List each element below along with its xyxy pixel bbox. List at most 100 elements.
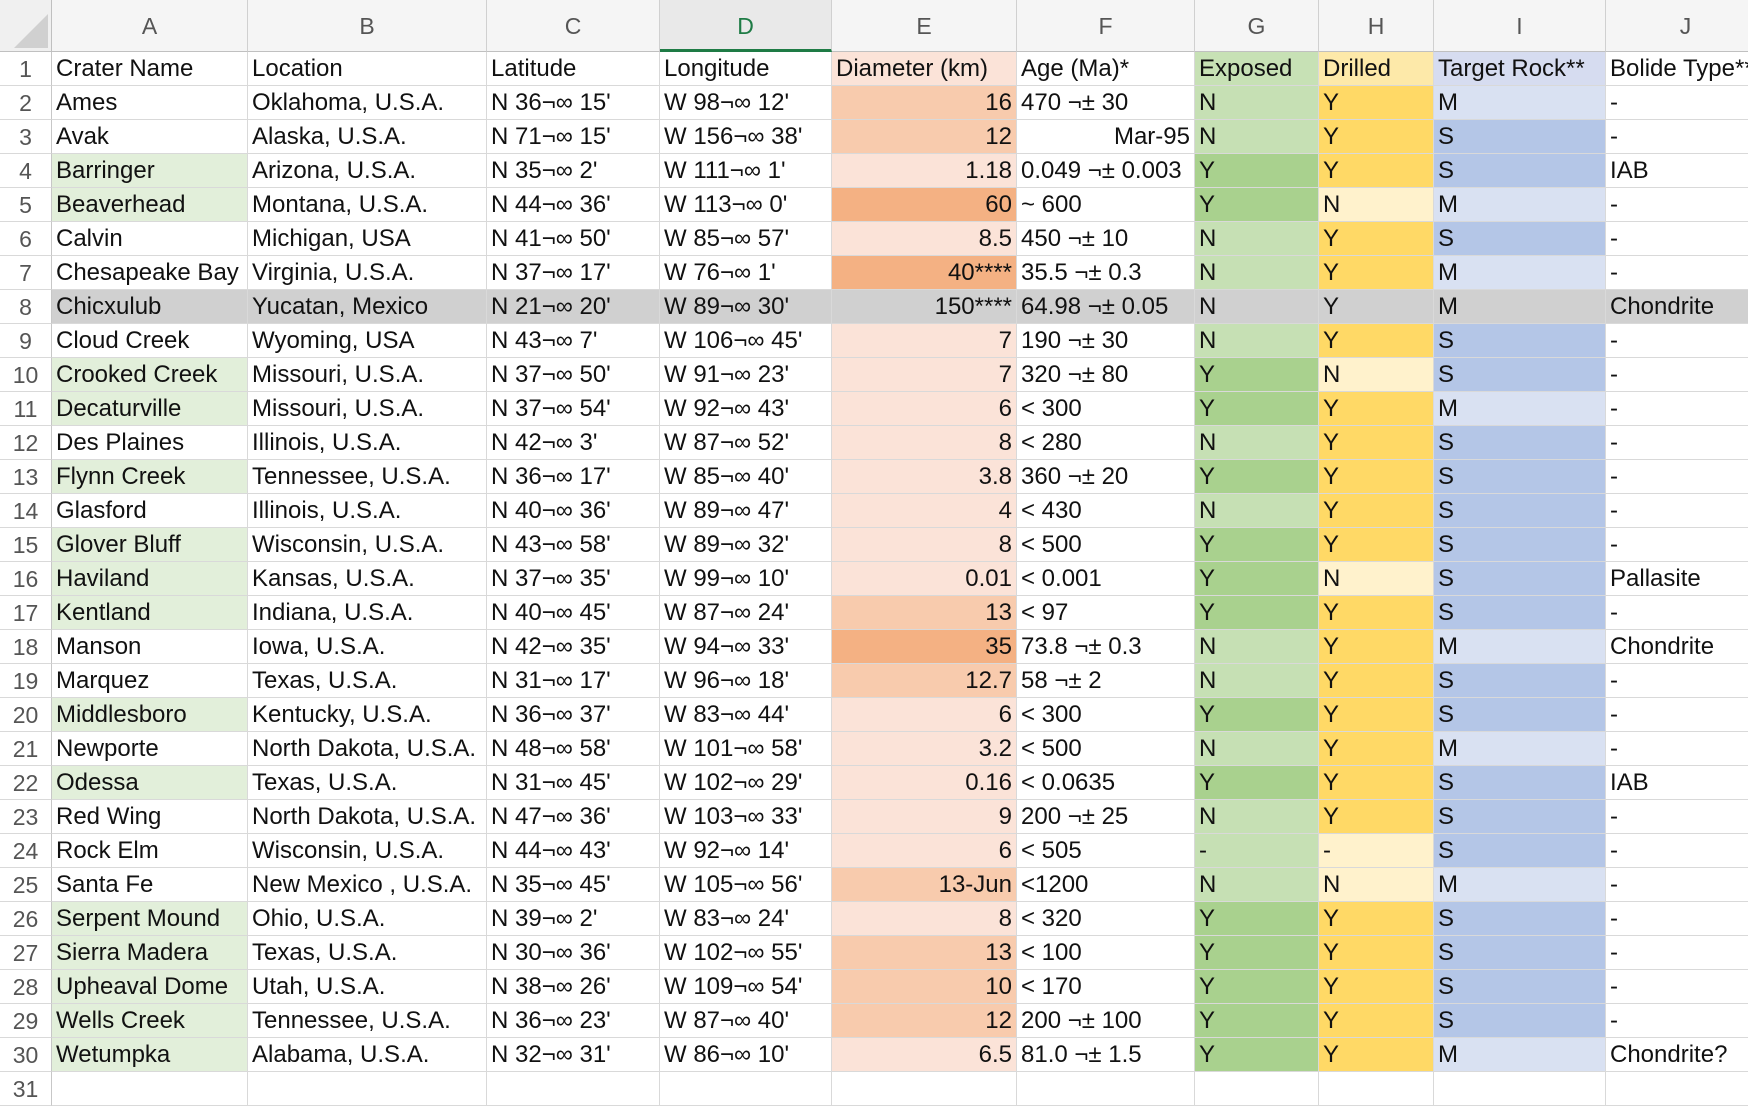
cell-latitude[interactable]: N 44¬∞ 43' (487, 834, 660, 868)
cell-drilled[interactable]: Y (1319, 86, 1434, 120)
cell-bolide-type[interactable]: - (1606, 970, 1748, 1004)
cell-age[interactable]: Age (Ma)* (1017, 52, 1195, 86)
row-number-21[interactable]: 21 (0, 732, 52, 766)
cell-latitude[interactable]: N 35¬∞ 2' (487, 154, 660, 188)
cell-location[interactable]: Arizona, U.S.A. (248, 154, 487, 188)
cell-crater-name[interactable]: Santa Fe (52, 868, 248, 902)
cell-drilled[interactable]: N (1319, 358, 1434, 392)
cell-exposed[interactable]: Y (1195, 970, 1319, 1004)
cell-target-rock[interactable]: S (1434, 834, 1606, 868)
cell-target-rock[interactable]: S (1434, 154, 1606, 188)
cell-drilled[interactable]: Y (1319, 324, 1434, 358)
cell-target-rock[interactable]: S (1434, 324, 1606, 358)
cell-longitude[interactable]: W 89¬∞ 32' (660, 528, 832, 562)
cell-target-rock[interactable]: M (1434, 256, 1606, 290)
row-number-24[interactable]: 24 (0, 834, 52, 868)
cell-empty[interactable] (1606, 1072, 1748, 1106)
cell-empty[interactable] (660, 1072, 832, 1106)
cell-longitude[interactable]: W 89¬∞ 47' (660, 494, 832, 528)
cell-latitude[interactable]: N 30¬∞ 36' (487, 936, 660, 970)
cell-diameter[interactable]: 12 (832, 1004, 1017, 1038)
cell-target-rock[interactable]: S (1434, 562, 1606, 596)
cell-bolide-type[interactable]: - (1606, 596, 1748, 630)
cell-crater-name[interactable]: Red Wing (52, 800, 248, 834)
cell-target-rock[interactable]: M (1434, 86, 1606, 120)
cell-crater-name[interactable]: Marquez (52, 664, 248, 698)
cell-latitude[interactable]: N 41¬∞ 50' (487, 222, 660, 256)
cell-exposed[interactable]: N (1195, 732, 1319, 766)
cell-age[interactable]: Mar-95 (1017, 120, 1195, 154)
cell-longitude[interactable]: W 92¬∞ 14' (660, 834, 832, 868)
cell-drilled[interactable]: Drilled (1319, 52, 1434, 86)
cell-crater-name[interactable]: Des Plaines (52, 426, 248, 460)
cell-location[interactable]: Missouri, U.S.A. (248, 358, 487, 392)
cell-age[interactable]: ~ 600 (1017, 188, 1195, 222)
cell-longitude[interactable]: W 94¬∞ 33' (660, 630, 832, 664)
cell-target-rock[interactable]: S (1434, 766, 1606, 800)
cell-latitude[interactable]: N 21¬∞ 20' (487, 290, 660, 324)
cell-crater-name[interactable]: Manson (52, 630, 248, 664)
cell-exposed[interactable]: N (1195, 664, 1319, 698)
cell-latitude[interactable]: N 39¬∞ 2' (487, 902, 660, 936)
row-number-19[interactable]: 19 (0, 664, 52, 698)
cell-longitude[interactable]: W 156¬∞ 38' (660, 120, 832, 154)
column-header-h[interactable]: H (1319, 0, 1434, 52)
cell-diameter[interactable]: 4 (832, 494, 1017, 528)
cell-empty[interactable] (487, 1072, 660, 1106)
cell-longitude[interactable]: W 83¬∞ 24' (660, 902, 832, 936)
cell-target-rock[interactable]: Target Rock** (1434, 52, 1606, 86)
cell-bolide-type[interactable]: - (1606, 120, 1748, 154)
cell-bolide-type[interactable]: - (1606, 358, 1748, 392)
cell-location[interactable]: Virginia, U.S.A. (248, 256, 487, 290)
cell-bolide-type[interactable]: - (1606, 800, 1748, 834)
cell-exposed[interactable]: - (1195, 834, 1319, 868)
row-number-22[interactable]: 22 (0, 766, 52, 800)
cell-age[interactable]: < 0.001 (1017, 562, 1195, 596)
cell-location[interactable]: Utah, U.S.A. (248, 970, 487, 1004)
cell-age[interactable]: 0.049 ¬± 0.003 (1017, 154, 1195, 188)
cell-target-rock[interactable]: M (1434, 868, 1606, 902)
cell-longitude[interactable]: W 106¬∞ 45' (660, 324, 832, 358)
cell-drilled[interactable]: N (1319, 868, 1434, 902)
cell-age[interactable]: < 280 (1017, 426, 1195, 460)
cell-crater-name[interactable]: Haviland (52, 562, 248, 596)
column-header-b[interactable]: B (248, 0, 487, 52)
cell-crater-name[interactable]: Chesapeake Bay (52, 256, 248, 290)
cell-target-rock[interactable]: M (1434, 732, 1606, 766)
cell-latitude[interactable]: N 38¬∞ 26' (487, 970, 660, 1004)
cell-longitude[interactable]: W 111¬∞ 1' (660, 154, 832, 188)
cell-diameter[interactable]: 1.18 (832, 154, 1017, 188)
cell-bolide-type[interactable]: Pallasite (1606, 562, 1748, 596)
cell-exposed[interactable]: Y (1195, 358, 1319, 392)
cell-exposed[interactable]: Y (1195, 528, 1319, 562)
cell-bolide-type[interactable]: - (1606, 222, 1748, 256)
cell-latitude[interactable]: N 35¬∞ 45' (487, 868, 660, 902)
cell-exposed[interactable]: N (1195, 222, 1319, 256)
cell-target-rock[interactable]: M (1434, 392, 1606, 426)
cell-longitude[interactable]: W 105¬∞ 56' (660, 868, 832, 902)
cell-target-rock[interactable]: S (1434, 698, 1606, 732)
cell-location[interactable]: Alaska, U.S.A. (248, 120, 487, 154)
cell-drilled[interactable]: Y (1319, 392, 1434, 426)
cell-crater-name[interactable]: Ames (52, 86, 248, 120)
cell-latitude[interactable]: N 40¬∞ 36' (487, 494, 660, 528)
cell-target-rock[interactable]: S (1434, 664, 1606, 698)
cell-age[interactable]: 64.98 ¬± 0.05 (1017, 290, 1195, 324)
cell-age[interactable]: 73.8 ¬± 0.3 (1017, 630, 1195, 664)
cell-longitude[interactable]: W 87¬∞ 52' (660, 426, 832, 460)
cell-crater-name[interactable]: Serpent Mound (52, 902, 248, 936)
cell-age[interactable]: < 300 (1017, 698, 1195, 732)
cell-latitude[interactable]: N 43¬∞ 58' (487, 528, 660, 562)
cell-target-rock[interactable]: S (1434, 358, 1606, 392)
cell-location[interactable]: Illinois, U.S.A. (248, 494, 487, 528)
cell-drilled[interactable]: Y (1319, 154, 1434, 188)
cell-drilled[interactable]: Y (1319, 1038, 1434, 1072)
cell-crater-name[interactable]: Upheaval Dome (52, 970, 248, 1004)
cell-exposed[interactable]: Y (1195, 936, 1319, 970)
cell-location[interactable]: Tennessee, U.S.A. (248, 1004, 487, 1038)
cell-target-rock[interactable]: S (1434, 120, 1606, 154)
row-number-27[interactable]: 27 (0, 936, 52, 970)
row-number-10[interactable]: 10 (0, 358, 52, 392)
cell-age[interactable]: < 170 (1017, 970, 1195, 1004)
cell-location[interactable]: Oklahoma, U.S.A. (248, 86, 487, 120)
